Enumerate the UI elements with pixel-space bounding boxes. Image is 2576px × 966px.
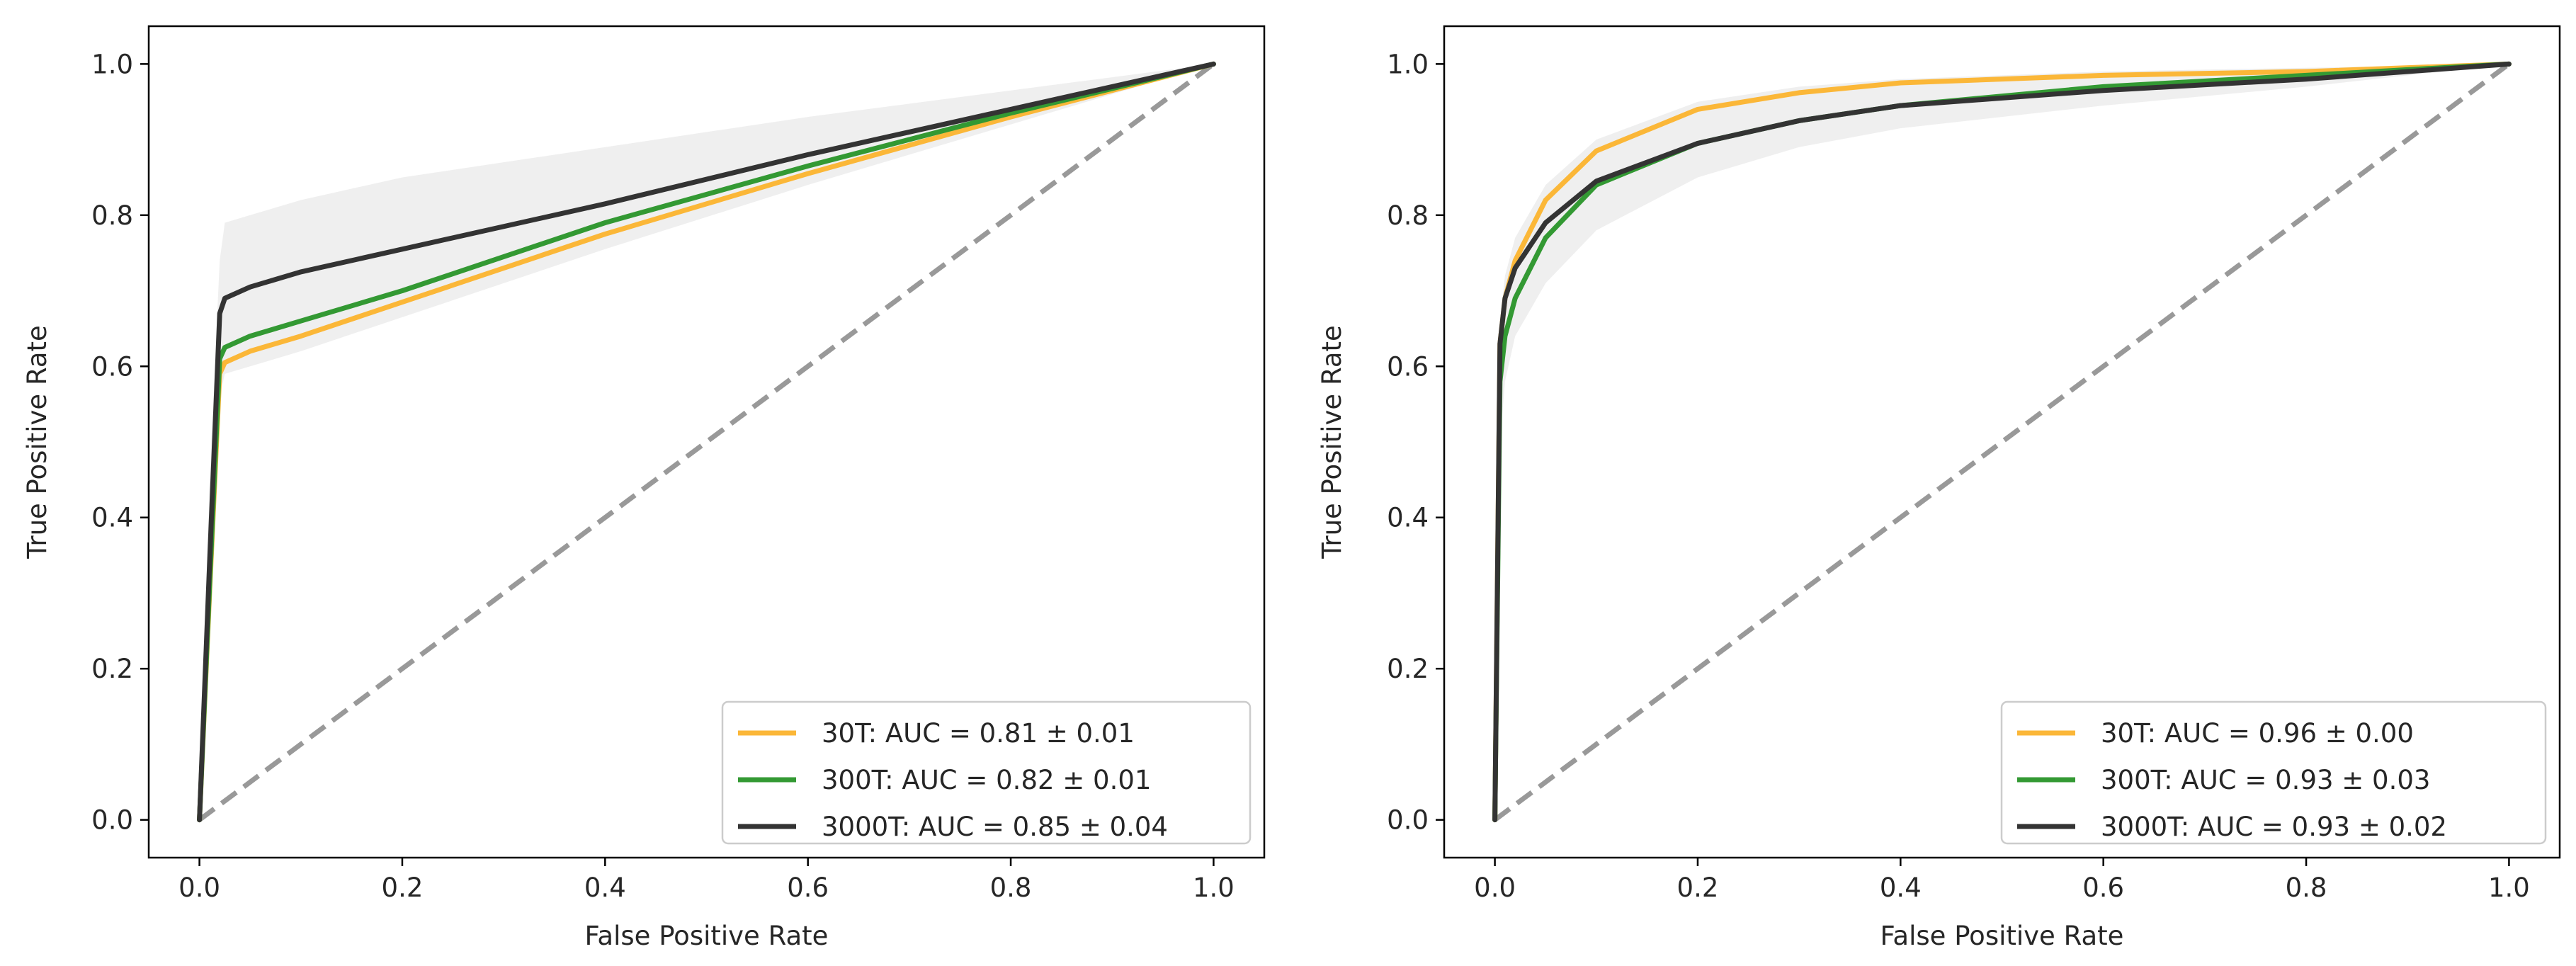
y-tick-label: 0.2 bbox=[91, 654, 133, 684]
y-tick-label: 0.2 bbox=[1387, 654, 1429, 684]
legend: 30T: AUC = 0.81 ± 0.01 300T: AUC = 0.82 ±… bbox=[721, 700, 1252, 845]
legend-entry: 3000T: AUC = 0.93 ± 0.02 bbox=[2101, 812, 2447, 842]
y-tick-label: 0.4 bbox=[1387, 503, 1429, 533]
plot-frame bbox=[147, 25, 1266, 859]
x-axis-label: False Positive Rate bbox=[585, 921, 829, 951]
legend-entry: 30T: AUC = 0.96 ± 0.00 bbox=[2101, 718, 2414, 749]
legend-entry: 3000T: AUC = 0.85 ± 0.04 bbox=[822, 812, 1168, 842]
chance-diagonal-line bbox=[198, 62, 1215, 822]
x-tick-label: 0.8 bbox=[990, 873, 1032, 903]
x-tick-label: 0.4 bbox=[584, 873, 626, 903]
roc-chart-1: 0.0 0.2 0.4 0.6 0.8 1.0 0.0 0.2 0.4 0.6 0.8 1.0 Fals… bbox=[22, 25, 1266, 951]
series-line-3 bbox=[1492, 61, 2512, 823]
x-tick-label: 0.8 bbox=[2286, 873, 2327, 903]
x-tick-label: 0.2 bbox=[382, 873, 424, 903]
y-tick-label: 1.0 bbox=[91, 49, 133, 79]
y-tick-label: 0.6 bbox=[91, 351, 133, 382]
x-axis-label: False Positive Rate bbox=[1880, 921, 2124, 951]
y-tick-label: 0.8 bbox=[91, 200, 133, 231]
y-tick-label: 0.0 bbox=[91, 805, 133, 836]
legend-entry: 300T: AUC = 0.93 ± 0.03 bbox=[2101, 765, 2430, 795]
series-line-3 bbox=[197, 61, 1216, 823]
x-tick-label: 0.6 bbox=[2082, 873, 2124, 903]
y-tick-label: 0.4 bbox=[91, 503, 133, 533]
y-tick-label: 0.0 bbox=[1387, 805, 1429, 836]
legend: 30T: AUC = 0.96 ± 0.00 300T: AUC = 0.93 ±… bbox=[2000, 700, 2547, 845]
y-axis-label: True Positive Rate bbox=[22, 325, 52, 559]
roc-chart-2: 0.0 0.2 0.4 0.6 0.8 1.0 0.0 0.2 0.4 0.6 0.8 1.0 Fals… bbox=[1317, 25, 2561, 951]
y-axis-label: True Positive Rate bbox=[1317, 325, 1347, 559]
legend-entry: 300T: AUC = 0.82 ± 0.01 bbox=[822, 765, 1151, 795]
x-tick-label: 1.0 bbox=[2488, 873, 2530, 903]
chance-diagonal-line bbox=[1493, 62, 2511, 822]
plot-frame bbox=[1443, 25, 2561, 859]
x-tick-label: 0.6 bbox=[787, 873, 829, 903]
confidence-band bbox=[1494, 64, 2509, 820]
x-tick-label: 1.0 bbox=[1193, 873, 1235, 903]
y-tick-label: 0.6 bbox=[1387, 351, 1429, 382]
legend-entry: 30T: AUC = 0.81 ± 0.01 bbox=[822, 718, 1135, 749]
legend-box bbox=[721, 700, 1252, 845]
x-tick-label: 0.0 bbox=[1474, 873, 1516, 903]
confidence-band bbox=[199, 64, 1214, 820]
legend-box bbox=[2000, 700, 2547, 845]
x-tick-label: 0.0 bbox=[178, 873, 220, 903]
x-tick-label: 0.4 bbox=[1880, 873, 1922, 903]
x-tick-label: 0.2 bbox=[1677, 873, 1719, 903]
y-tick-label: 1.0 bbox=[1387, 49, 1429, 79]
y-tick-label: 0.8 bbox=[1387, 200, 1429, 231]
